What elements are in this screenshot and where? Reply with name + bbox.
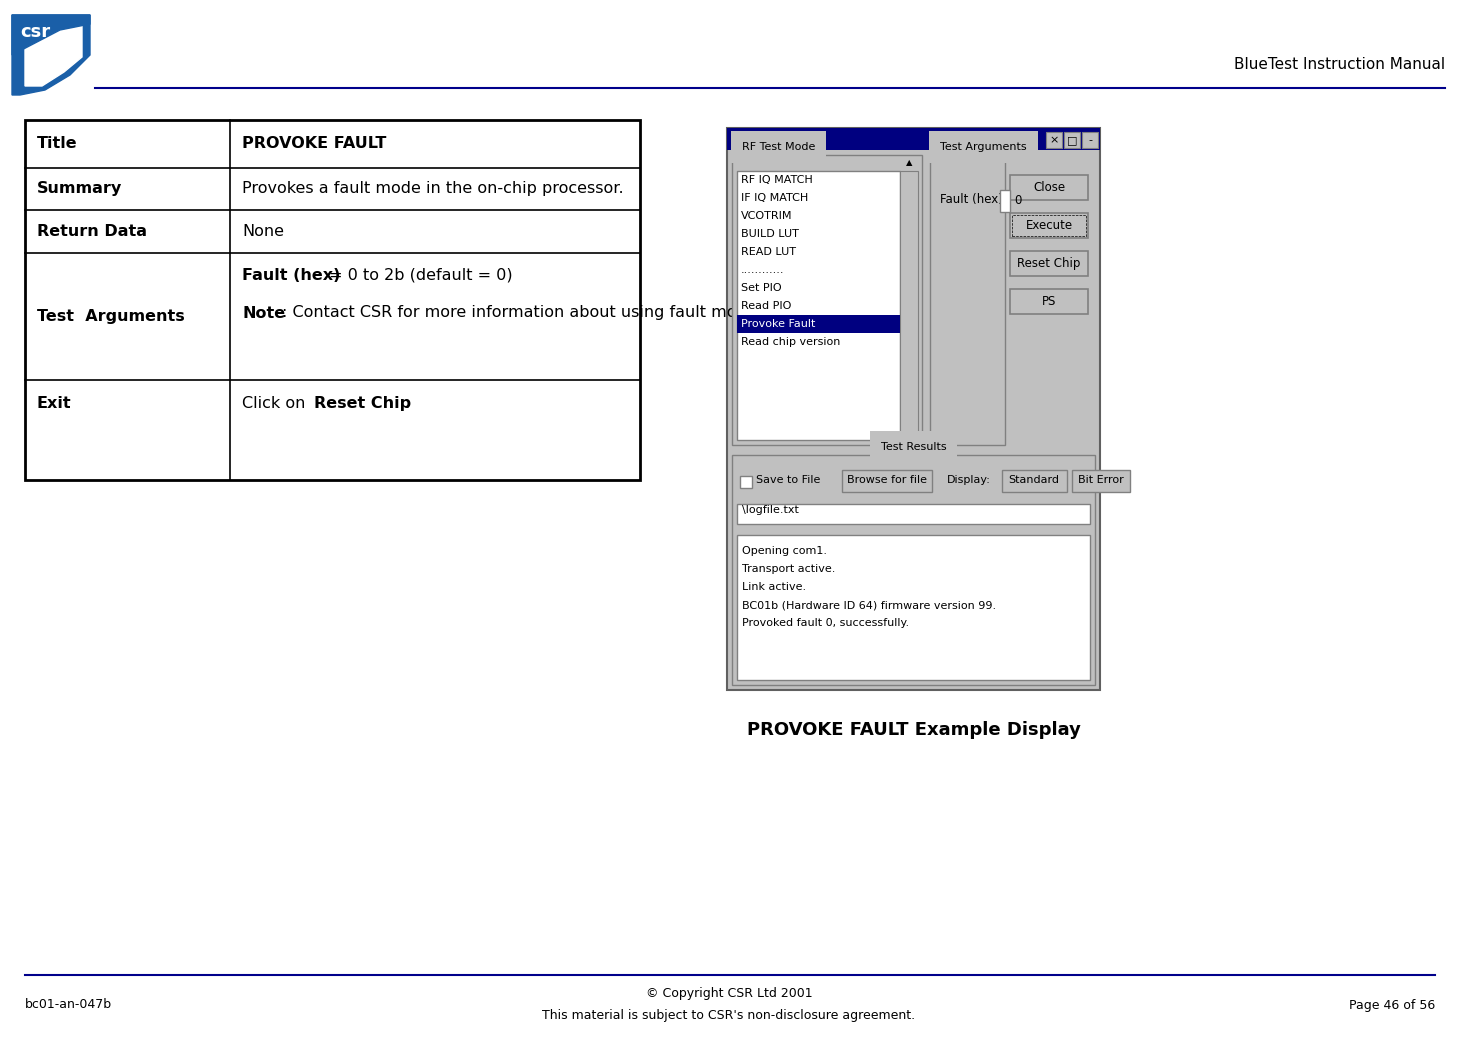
Text: Reset Chip: Reset Chip — [314, 396, 411, 411]
Bar — [732, 455, 1096, 685]
Text: .: . — [404, 396, 409, 411]
Bar — [727, 128, 1100, 690]
Text: Provokes a fault mode in the on-chip processor.: Provokes a fault mode in the on-chip pro… — [242, 181, 623, 197]
Bar — [737, 171, 900, 440]
Bar — [1010, 289, 1088, 314]
Text: PROVOKE FAULT: PROVOKE FAULT — [242, 136, 387, 152]
Text: Read PIO: Read PIO — [741, 301, 791, 311]
Polygon shape — [12, 15, 90, 55]
Bar — [732, 155, 922, 445]
Text: Standard: Standard — [1008, 475, 1059, 485]
Text: Provoked fault 0, successfully.: Provoked fault 0, successfully. — [743, 618, 909, 628]
Text: Title: Title — [36, 136, 77, 152]
Text: BC01b (Hardware ID 64) firmware version 99.: BC01b (Hardware ID 64) firmware version … — [743, 600, 996, 610]
Text: Provoke Fault: Provoke Fault — [741, 319, 816, 329]
Text: None: None — [242, 224, 285, 239]
Text: ★: ★ — [731, 135, 738, 145]
Bar — [1010, 251, 1088, 276]
Text: Read chip version: Read chip version — [741, 337, 840, 347]
Text: Fault (hex): Fault (hex) — [940, 194, 1002, 206]
Bar — [737, 504, 1090, 524]
Text: This material is subject to CSR's non-disclosure agreement.: This material is subject to CSR's non-di… — [543, 1009, 916, 1021]
Text: IF IQ MATCH: IF IQ MATCH — [741, 193, 808, 203]
Text: Link active.: Link active. — [743, 582, 807, 592]
Text: PS: PS — [1042, 295, 1056, 308]
Bar — [1002, 469, 1067, 492]
Text: = 0 to 2b (default = 0): = 0 to 2b (default = 0) — [324, 268, 512, 282]
Bar — [900, 171, 918, 440]
Text: Bit Error: Bit Error — [1078, 475, 1123, 485]
Text: Test Arguments: Test Arguments — [940, 142, 1027, 152]
Polygon shape — [12, 15, 90, 95]
Text: ............: ............ — [741, 265, 785, 275]
Text: Page 46 of 56: Page 46 of 56 — [1348, 998, 1436, 1012]
Polygon shape — [25, 22, 82, 86]
Text: VCOTRIM: VCOTRIM — [741, 211, 792, 221]
Bar — [1013, 215, 1085, 236]
Text: BUILD LUT: BUILD LUT — [741, 229, 800, 239]
Text: BlueTest: BlueTest — [748, 132, 813, 146]
Text: Browse for file: Browse for file — [848, 475, 926, 485]
Text: Save to File: Save to File — [756, 475, 820, 485]
Text: Set PIO: Set PIO — [741, 283, 782, 293]
Text: □: □ — [1067, 135, 1077, 145]
Text: Return Data: Return Data — [36, 224, 147, 239]
Text: Opening com1.: Opening com1. — [743, 545, 827, 556]
Text: RF IQ MATCH: RF IQ MATCH — [741, 175, 813, 185]
Text: Transport active.: Transport active. — [743, 564, 836, 574]
Text: bc01-an-047b: bc01-an-047b — [25, 998, 112, 1012]
Text: Reset Chip: Reset Chip — [1017, 257, 1081, 270]
Text: csr: csr — [20, 23, 50, 41]
Text: Note: Note — [242, 305, 285, 321]
Text: Display:: Display: — [947, 475, 991, 485]
Bar — [1010, 213, 1088, 238]
Text: : Contact CSR for more information about using fault modes.: : Contact CSR for more information about… — [282, 305, 770, 321]
Bar — [1083, 132, 1099, 148]
Text: Test  Arguments: Test Arguments — [36, 309, 185, 324]
Text: ▼: ▼ — [906, 443, 912, 453]
Text: Close: Close — [1033, 181, 1065, 194]
Bar — [929, 155, 1005, 445]
Text: Test Results: Test Results — [881, 442, 947, 452]
Bar — [727, 128, 1100, 150]
Bar — [1064, 132, 1080, 148]
Bar — [1046, 132, 1062, 148]
Bar — [737, 315, 900, 333]
Bar — [731, 132, 746, 146]
Text: RF Test Mode: RF Test Mode — [743, 142, 816, 152]
Text: © Copyright CSR Ltd 2001: © Copyright CSR Ltd 2001 — [646, 987, 813, 999]
Text: PROVOKE FAULT Example Display: PROVOKE FAULT Example Display — [747, 721, 1081, 739]
Bar — [1010, 175, 1088, 200]
Text: Fault (hex): Fault (hex) — [242, 268, 340, 282]
Bar — [1072, 469, 1131, 492]
Bar — [740, 476, 751, 488]
Text: BlueTest Instruction Manual: BlueTest Instruction Manual — [1234, 57, 1444, 72]
Text: Execute: Execute — [1026, 219, 1072, 232]
Text: ×: × — [1049, 135, 1059, 145]
Text: -: - — [1088, 135, 1091, 145]
Text: 0: 0 — [1014, 194, 1021, 206]
Bar — [999, 191, 1010, 212]
Text: \logfile.txt: \logfile.txt — [743, 505, 800, 515]
Bar — [737, 535, 1090, 680]
Text: ▲: ▲ — [906, 158, 912, 168]
Text: READ LUT: READ LUT — [741, 247, 797, 257]
Bar — [25, 120, 641, 480]
Text: Exit: Exit — [36, 396, 71, 411]
Bar — [842, 469, 932, 492]
Text: Summary: Summary — [36, 181, 123, 197]
Text: Click on: Click on — [242, 396, 311, 411]
